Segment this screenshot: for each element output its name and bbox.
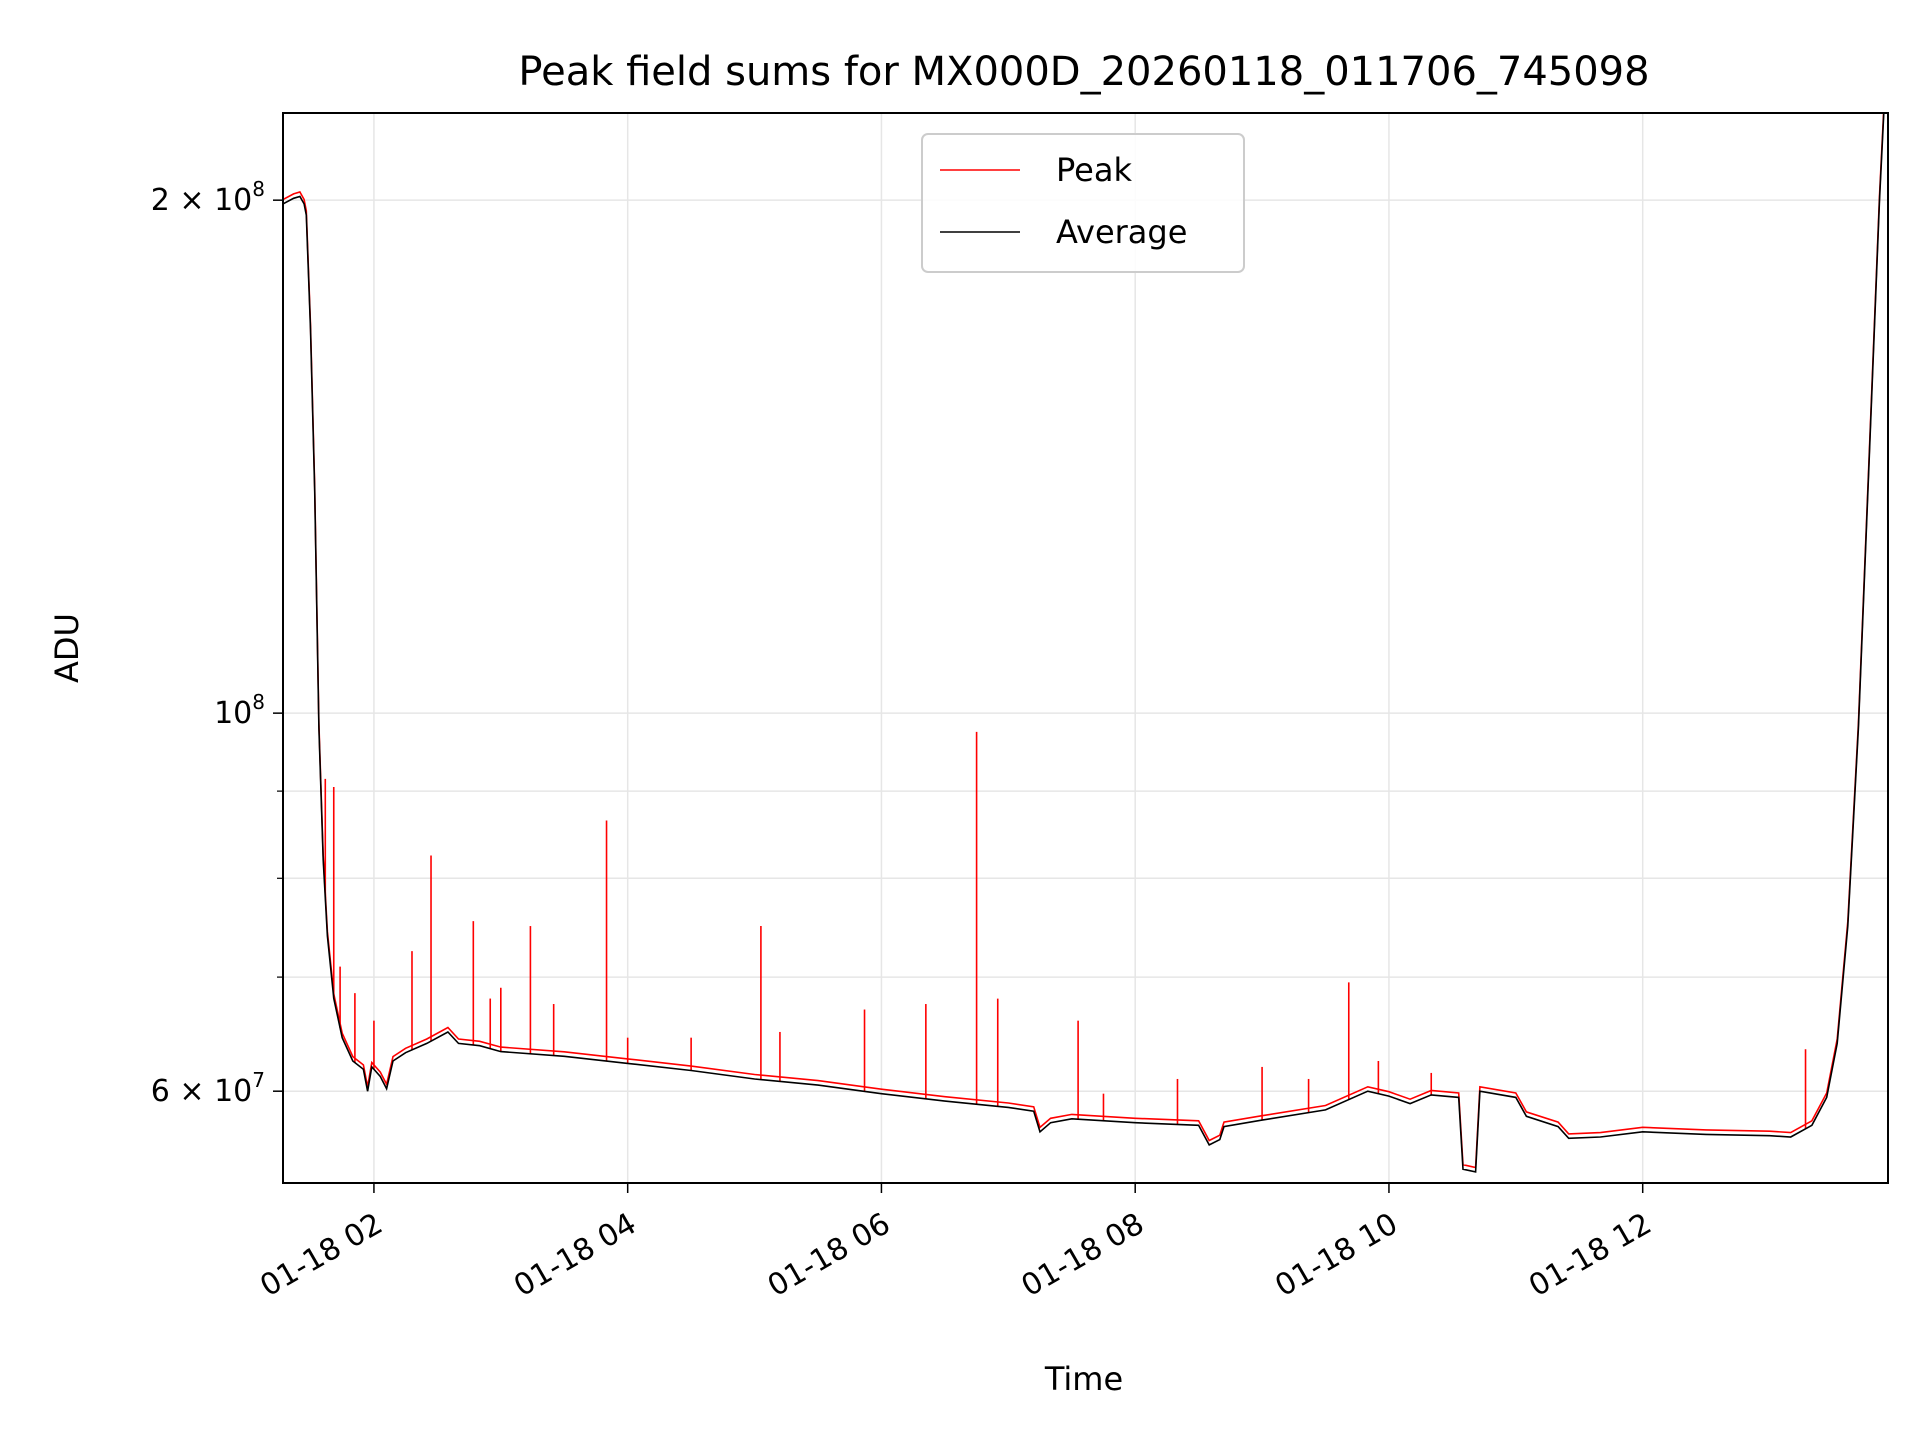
y-axis-ticks: 6 × 107 108 2 × 108	[151, 177, 283, 1109]
x-axis-title: Time	[1044, 1360, 1123, 1398]
x-axis-ticks: 01-18 02 01-18 04 01-18 06 01-18 08 01-18 10…	[254, 1183, 1658, 1304]
legend-label-average: Average	[1056, 213, 1187, 251]
y-axis-title: ADU	[48, 613, 86, 683]
x-tick-label: 01-18 02	[254, 1206, 388, 1304]
x-tick-label: 01-18 04	[508, 1206, 642, 1304]
x-tick-label: 01-18 08	[1016, 1206, 1150, 1304]
chart-title: Peak field sums for MX000D_20260118_0117…	[518, 49, 1649, 95]
grid-lines	[283, 113, 1888, 1183]
series-line-average	[283, 113, 1885, 1173]
legend-box	[921, 133, 1245, 273]
series-line-peak	[283, 113, 1885, 1169]
y-tick-label: 6 × 107	[151, 1068, 265, 1109]
legend-label-peak: Peak	[1056, 151, 1132, 189]
y-tick-label: 108	[214, 690, 265, 731]
x-tick-label: 01-18 10	[1269, 1206, 1403, 1304]
x-tick-label: 01-18 06	[762, 1206, 896, 1304]
plot-area	[283, 113, 1885, 1173]
plot-frame	[282, 112, 1889, 1184]
legend: Peak Average	[921, 133, 1245, 273]
series-layer	[283, 113, 1885, 1173]
y-tick-label: 2 × 108	[151, 177, 265, 218]
x-tick-label: 01-18 12	[1523, 1206, 1657, 1304]
